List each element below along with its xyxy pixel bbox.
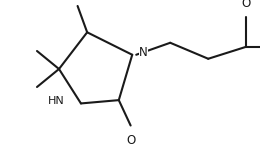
Text: O: O: [126, 133, 135, 144]
Text: N: N: [139, 46, 148, 59]
Text: O: O: [242, 0, 251, 10]
Text: HN: HN: [48, 96, 65, 106]
